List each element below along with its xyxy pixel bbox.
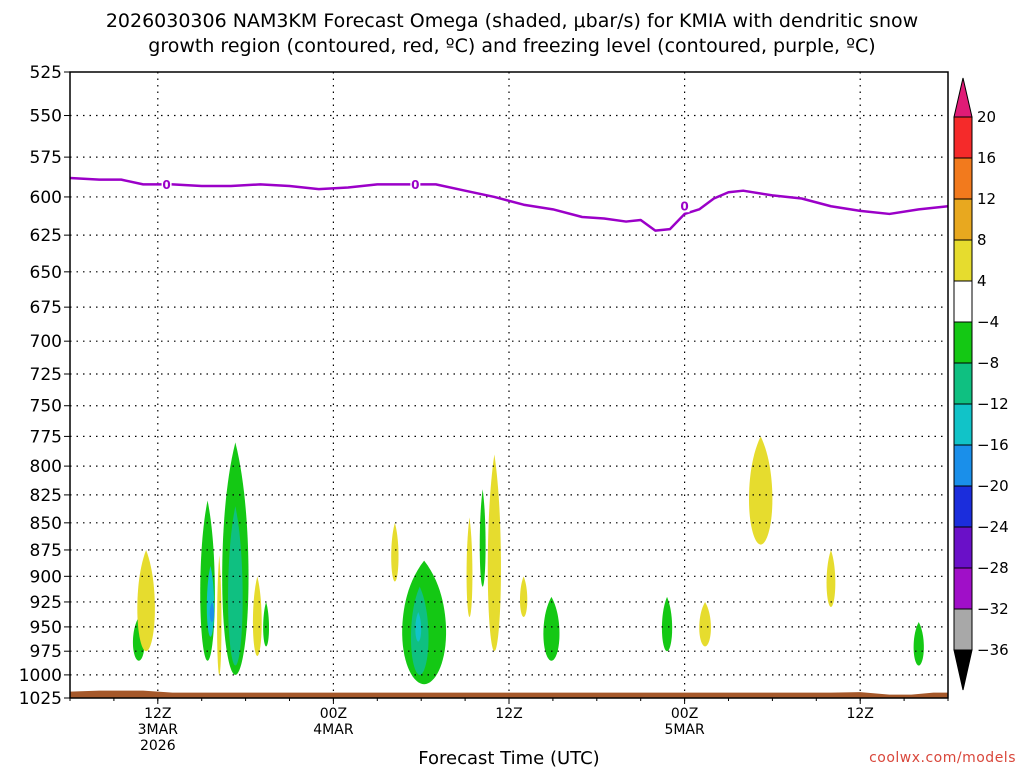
terrain-fill xyxy=(70,690,948,698)
colorbar-segment-4 xyxy=(953,280,973,323)
freezing-label-1: 0 xyxy=(411,178,419,192)
freezing-label-2: 0 xyxy=(680,200,688,214)
y-tick-label-775: 775 xyxy=(30,427,62,447)
x-axis-label: Forecast Time (UTC) xyxy=(418,748,599,768)
chart-title-line-2: growth region (contoured, red, ºC) and f… xyxy=(148,35,875,57)
y-tick-label-525: 525 xyxy=(30,63,62,83)
colorbar-segment-8 xyxy=(953,444,973,487)
y-axis: 525 550 575 600 625 650 675 700 725 750 775 800 825 8… xyxy=(19,63,70,709)
y-tick-label-975: 975 xyxy=(30,642,62,662)
omega-region-1 xyxy=(137,549,155,652)
omega-region-17 xyxy=(519,576,528,618)
y-tick-label-875: 875 xyxy=(30,541,62,561)
colorbar-label-13: −36 xyxy=(977,641,1009,659)
chart-title-line-1: 2026030306 NAM3KM Forecast Omega (shaded… xyxy=(106,10,918,32)
colorbar-segment-9 xyxy=(953,485,973,528)
omega-region-21 xyxy=(748,436,773,545)
freezing-label-0: 0 xyxy=(162,178,170,192)
x-tick-label-0-2: 2026 xyxy=(140,738,176,754)
colorbar-segment-2 xyxy=(953,198,973,241)
colorbar-label-8: −16 xyxy=(977,436,1009,454)
x-tick-label-1-0: 00Z xyxy=(320,706,347,722)
x-tick-label-3-0: 00Z xyxy=(671,706,698,722)
freezing-level-line xyxy=(69,176,949,232)
x-tick-label-0-1: 3MAR xyxy=(138,722,179,738)
y-tick-label-900: 900 xyxy=(30,567,62,587)
y-tick-label-825: 825 xyxy=(30,486,62,506)
y-tick-label-625: 625 xyxy=(30,226,62,246)
omega-region-4 xyxy=(228,506,243,666)
colorbar-label-3: 8 xyxy=(977,231,987,249)
omega-region-23 xyxy=(913,621,924,666)
omega-region-14 xyxy=(466,517,473,618)
freezing-label-bg-2 xyxy=(679,199,690,213)
omega-region-10 xyxy=(391,522,399,582)
colorbar-label-2: 12 xyxy=(977,190,996,208)
colorbar-label-6: −8 xyxy=(977,354,999,372)
colorbar-arrow-bottom xyxy=(953,649,973,691)
omega-region-7 xyxy=(217,555,222,675)
y-tick-label-675: 675 xyxy=(30,298,62,318)
freezing-level-contour: 0 0 0 xyxy=(69,176,949,232)
colorbar-label-4: 4 xyxy=(977,272,987,290)
colorbar-segment-11 xyxy=(953,567,973,610)
y-tick-label-700: 700 xyxy=(30,332,62,352)
colorbar-label-12: −32 xyxy=(977,600,1009,618)
y-tick-label-950: 950 xyxy=(30,618,62,638)
omega-region-8 xyxy=(252,576,262,656)
colorbar-segment-12 xyxy=(953,608,973,651)
colorbar: 20 16 12 8 4 −4 −8 −12 −16 −20 −24 −28 −32 −36 xyxy=(953,77,1009,691)
x-tick-label-1-1: 4MAR xyxy=(313,722,354,738)
x-tick-label-0-0: 12Z xyxy=(144,706,171,722)
grid-lines xyxy=(70,72,948,698)
credit-text: coolwx.com/models xyxy=(869,750,1016,766)
omega-region-18 xyxy=(543,596,560,661)
y-tick-label-800: 800 xyxy=(30,457,62,477)
colorbar-label-0: 20 xyxy=(977,108,996,126)
y-tick-label-575: 575 xyxy=(30,148,62,168)
omega-region-9 xyxy=(263,601,270,647)
colorbar-label-5: −4 xyxy=(977,313,999,331)
colorbar-segment-1 xyxy=(953,157,973,200)
colorbar-label-1: 16 xyxy=(977,149,996,167)
colorbar-label-11: −28 xyxy=(977,559,1009,577)
y-tick-label-750: 750 xyxy=(30,397,62,417)
y-tick-label-1000: 1000 xyxy=(19,666,62,686)
y-tick-label-600: 600 xyxy=(30,188,62,208)
x-tick-label-4-0: 12Z xyxy=(846,706,873,722)
colorbar-segment-7 xyxy=(953,403,973,446)
terrain xyxy=(70,690,948,698)
omega-region-20 xyxy=(699,601,711,647)
colorbar-segment-0 xyxy=(953,116,973,159)
freezing-label-bg-0 xyxy=(161,177,172,191)
omega-shading xyxy=(132,436,924,685)
colorbar-segment-3 xyxy=(953,239,973,282)
y-tick-label-1025: 1025 xyxy=(19,689,62,709)
y-tick-label-725: 725 xyxy=(30,365,62,385)
omega-region-13 xyxy=(415,612,422,642)
colorbar-label-7: −12 xyxy=(977,395,1009,413)
omega-region-15 xyxy=(479,489,486,587)
omega-region-16 xyxy=(487,454,501,652)
y-tick-label-650: 650 xyxy=(30,263,62,283)
colorbar-arrow-top xyxy=(953,77,973,118)
plot-area: 0 0 0 xyxy=(69,71,949,699)
colorbar-label-9: −20 xyxy=(977,477,1009,495)
omega-region-22 xyxy=(826,549,836,607)
y-tick-label-925: 925 xyxy=(30,593,62,613)
omega-region-6 xyxy=(209,601,215,622)
freezing-label-bg-1 xyxy=(410,177,421,191)
colorbar-segment-10 xyxy=(953,526,973,569)
x-tick-label-3-1: 5MAR xyxy=(664,722,705,738)
y-tick-label-550: 550 xyxy=(30,107,62,127)
omega-region-19 xyxy=(661,596,673,652)
colorbar-segment-6 xyxy=(953,362,973,405)
x-tick-label-2-0: 12Z xyxy=(495,706,522,722)
colorbar-label-10: −24 xyxy=(977,518,1009,536)
colorbar-segment-5 xyxy=(953,321,973,364)
y-tick-label-850: 850 xyxy=(30,514,62,534)
